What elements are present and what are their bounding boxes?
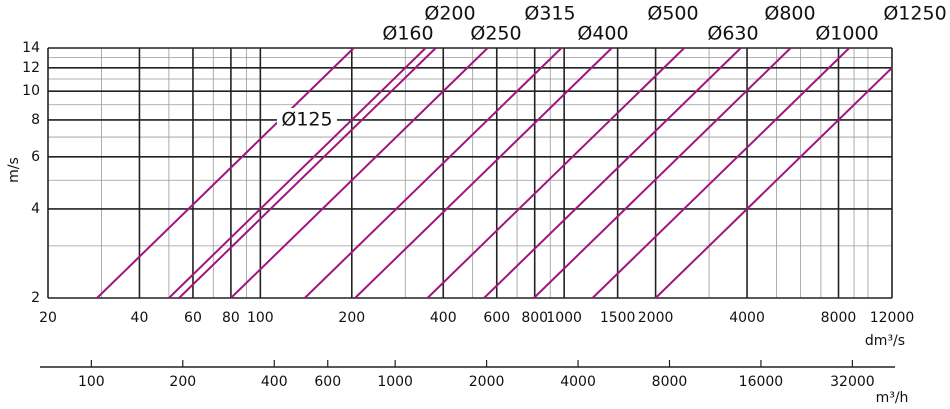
- series-label: Ø500: [647, 3, 698, 25]
- x2-tick-label: 600: [314, 374, 341, 390]
- series-label: Ø400: [577, 23, 628, 45]
- y-tick-label: 12: [22, 60, 40, 76]
- series-label: Ø630: [707, 23, 758, 45]
- x-tick-label: 12000: [870, 310, 915, 326]
- duct-line: [96, 47, 355, 299]
- x-tick-label: 600: [483, 310, 510, 326]
- series-label: Ø800: [764, 3, 815, 25]
- y-tick-label: 10: [22, 83, 40, 99]
- series-label: Ø200: [424, 3, 475, 25]
- x2-axis-title: m³/h: [876, 390, 909, 406]
- y-tick-label: 14: [22, 40, 40, 56]
- x2-tick-label: 8000: [652, 374, 688, 390]
- x-tick-label: 2000: [638, 310, 674, 326]
- x-tick-label: 80: [222, 310, 240, 326]
- x-tick-label: 60: [184, 310, 202, 326]
- series-label: Ø1250: [883, 3, 946, 25]
- duct-line: [483, 47, 742, 299]
- series-label: Ø250: [470, 23, 521, 45]
- duct-line: [178, 47, 437, 299]
- series-label: Ø1000: [815, 23, 878, 45]
- y-tick-label: 4: [31, 201, 40, 217]
- x-tick-label: 20: [39, 310, 57, 326]
- x-tick-label: 40: [131, 310, 149, 326]
- x2-tick-label: 400: [261, 374, 288, 390]
- duct-line: [591, 47, 850, 299]
- x2-tick-label: 4000: [560, 374, 596, 390]
- duct-line: [654, 67, 893, 299]
- x-tick-label: 4000: [729, 310, 765, 326]
- x2-tick-label: 100: [78, 374, 105, 390]
- y-axis-title: m/s: [6, 157, 22, 183]
- x2-tick-label: 200: [169, 374, 196, 390]
- x-tick-label: 1000: [546, 310, 582, 326]
- y-tick-label: 6: [31, 149, 40, 165]
- x-tick-label: 200: [338, 310, 365, 326]
- x-tick-label: 1500: [600, 310, 636, 326]
- y-tick-label: 2: [31, 290, 40, 306]
- x-tick-label: 8000: [821, 310, 857, 326]
- duct-line: [304, 47, 563, 299]
- series-label: Ø315: [524, 3, 575, 25]
- series-label: Ø160: [382, 23, 433, 45]
- x2-tick-label: 1000: [377, 374, 413, 390]
- x-tick-label: 100: [247, 310, 274, 326]
- duct-line: [426, 47, 685, 299]
- duct-line: [230, 47, 489, 299]
- series-label: Ø125: [281, 109, 332, 131]
- x-tick-label: 400: [430, 310, 457, 326]
- x2-tick-label: 2000: [469, 374, 505, 390]
- y-tick-label: 8: [31, 112, 40, 128]
- x2-tick-label: 16000: [739, 374, 784, 390]
- duct-line: [354, 47, 613, 299]
- x2-tick-label: 32000: [830, 374, 875, 390]
- duct-line: [533, 47, 792, 299]
- x-axis-title: dm³/s: [865, 333, 905, 349]
- duct-line: [168, 47, 427, 299]
- x-tick-label: 800: [521, 310, 548, 326]
- label-bg: [277, 108, 337, 132]
